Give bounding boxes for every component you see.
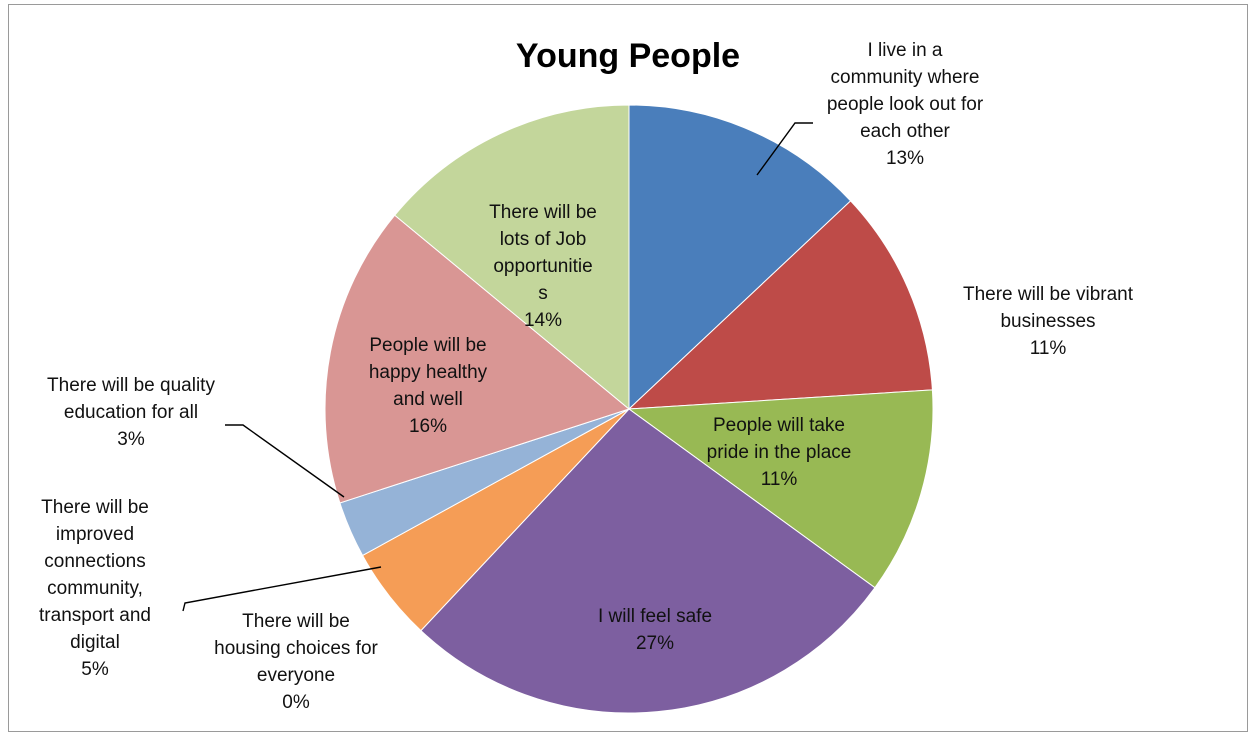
slice-5-label: There will be housing choices for everyone	[214, 611, 378, 686]
slice-4-label: I will feel safe	[598, 606, 712, 627]
slice-4-wedge	[420, 408, 876, 714]
pie-chart: I live in a community where people look ou…	[39, 37, 1134, 714]
slice-9-value-label: 14%	[524, 310, 562, 331]
slice-7-value-label: 3%	[117, 429, 145, 450]
slice-3-value-label: 11%	[761, 469, 798, 490]
slice-8-label: People will be happy healthy and well	[369, 335, 488, 410]
slice-2-value-label: 11%	[1030, 338, 1067, 359]
slice-9-wedge	[394, 104, 630, 411]
slice-4-value-label: 27%	[636, 633, 674, 654]
slice-6-leader-line	[182, 566, 382, 612]
slice-6-value-label: 5%	[81, 659, 109, 680]
slice-3-wedge	[627, 389, 934, 589]
slice-2-wedge	[627, 200, 933, 410]
chart-title: Young People	[516, 37, 740, 75]
slice-7-label: There will be quality education for all	[47, 375, 215, 423]
slice-7-leader-line	[225, 424, 345, 498]
slice-1-wedge	[628, 104, 852, 411]
slice-1-leader-line	[756, 122, 813, 176]
slice-8-value-label: 16%	[409, 416, 447, 437]
slice-2-label: There will be vibrant businesses	[963, 284, 1134, 332]
slice-9-label: There will be lots of Job opportunitie s	[489, 202, 597, 304]
slice-5-value-label: 0%	[282, 692, 310, 713]
chart-frame: I live in a community where people look ou…	[8, 4, 1248, 732]
slice-1-label: I live in a community where people look ou…	[827, 40, 984, 142]
slice-8-wedge	[324, 214, 631, 504]
slice-6-label: There will be improved connections communit…	[39, 497, 151, 653]
slice-1-value-label: 13%	[886, 148, 924, 169]
slice-3-label: People will take pride in the place	[707, 415, 852, 463]
